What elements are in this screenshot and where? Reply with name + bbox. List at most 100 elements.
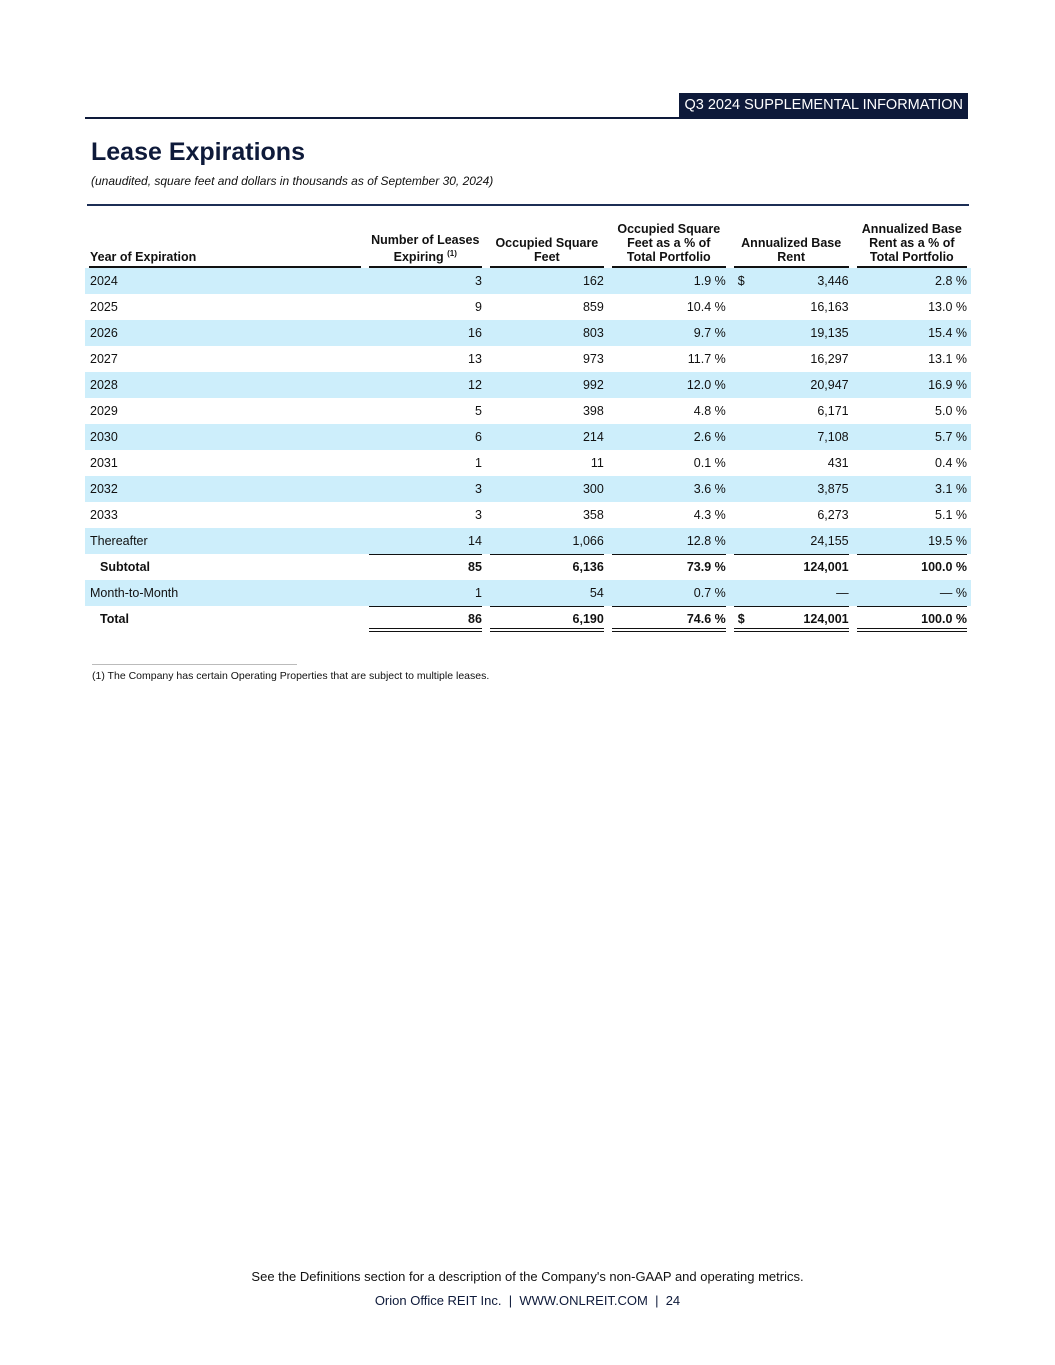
cell: 12.8 % [607,528,730,554]
cell: 1.9 % [607,268,730,294]
header-label: Occupied Square Feet as a % of Total Por… [617,222,721,264]
cell: 2025 [85,294,365,320]
cell-text: 6,136 [572,560,604,574]
cell: 16,297 [730,346,853,372]
cell-text: — [836,586,849,600]
footer-line: Orion Office REIT Inc. | WWW.ONLREIT.COM… [374,1293,681,1308]
cell-text: 2024 [90,274,118,288]
cell-text: 10.4 % [686,300,726,314]
header-row: Year of Expiration Number of Leases Expir… [85,222,971,268]
cell: 7,108 [729,424,853,450]
cell: 14 [364,528,486,554]
cell-text: 7,108 [817,430,849,444]
table-row: Thereafter 14 1,066 12.8 % 24,155 19.5 % [85,528,971,554]
table-row: Month-to-Month 1 54 0.7 % — — % [85,580,971,606]
banner: Q3 2024 SUPPLEMENTAL INFORMATION [679,93,968,118]
cell-text: 19,135 [810,326,849,340]
cell: 10.4 % [608,294,730,320]
cell: 11.7 % [608,346,730,372]
table-row: 2024 3 162 1.9 % $3,446 2.8 % [85,268,971,294]
cell: 12 [364,372,486,398]
cell-text: 100.0 % [921,612,967,626]
cell-text: 3.1 % [935,482,967,496]
cell: Total [85,606,365,632]
cell-text: 13.0 % [928,300,967,314]
currency: $ [737,274,745,288]
cell: 859 [486,294,608,320]
cell: 100.0 % [853,554,971,580]
cell-text: 1 [474,586,482,600]
cell: 11 [486,450,608,476]
cell: 16.9 % [852,372,971,398]
cell: 5.1 % [853,502,971,528]
cell-text: 5.7 % [935,430,967,444]
cell: 19,135 [729,320,853,346]
cell-text: 0.7 % [693,586,726,600]
cell-text: Subtotal [100,560,150,574]
cell-text: 4.3 % [693,508,726,522]
cell: 0.1 % [608,450,730,476]
cell-text: 2029 [90,404,118,418]
cell-text: 973 [582,352,604,366]
header-label: Occupied Square Feet [495,236,599,264]
cell: 2026 [85,320,365,346]
cell: 214 [485,424,608,450]
cell: 2033 [85,502,365,528]
cell-text: 2033 [90,508,118,522]
cell: 3.6 % [607,476,730,502]
cell-text: 1 [474,456,482,470]
website: WWW.ONLREIT.COM [519,1293,648,1308]
cell-text: 19.5 % [928,534,967,548]
cell: 2028 [85,372,365,398]
cell-text: 54 [589,586,604,600]
footnote-marker: (1) [447,248,457,258]
cell: 12.0 % [607,372,730,398]
cell-text: 5.0 % [935,404,967,418]
cell-text: 16 [468,326,482,340]
cell: Subtotal [85,554,365,580]
cell-text: Month-to-Month [90,586,179,600]
table-row: 2026 16 803 9.7 % 19,135 15.4 % [85,320,971,346]
footnote-rule [92,664,297,665]
cell: 2.8 % [852,268,971,294]
cell-text: — % [939,586,967,600]
cell-text: 1,066 [572,534,604,548]
header-label: Year of Expiration [90,250,197,264]
page-number: 24 [665,1293,681,1308]
footnote: (1) The Company has certain Operating Pr… [92,670,490,682]
cell-text: 2027 [90,352,118,366]
cell: — % [852,580,971,606]
cell-text: 3.6 % [693,482,726,496]
cell: 162 [485,268,608,294]
header-label: Annualized Base Rent as a % of Total Por… [861,222,962,264]
cell: 4.3 % [608,502,730,528]
cell: 803 [485,320,608,346]
cell-text: 358 [582,508,604,522]
cell-text: 2028 [90,378,118,392]
cell: 86 [365,606,486,632]
cell-text: 2.6 % [693,430,726,444]
cell-text: 9.7 % [693,326,726,340]
table-row: 2027 13 973 11.7 % 16,297 13.1 % [85,346,971,372]
cell: 19.5 % [852,528,971,554]
cell-text: 2025 [90,300,118,314]
table-row: Subtotal 85 6,136 73.9 % 124,001 100.0 % [85,554,971,580]
cell-text: 16,297 [810,352,849,366]
cell-text: 85 [468,560,482,574]
table-row: 2031 1 11 0.1 % 431 0.4 % [85,450,971,476]
cell: Month-to-Month [85,580,365,606]
cell-text: 16.9 % [928,378,967,392]
cell-text: 100.0 % [921,560,967,574]
cell: 2029 [85,398,365,424]
cell: 3,875 [729,476,853,502]
cell-text: 431 [827,456,849,470]
cell: 24,155 [729,528,853,554]
cell: 85 [365,554,486,580]
cell-text: 0.1 % [693,456,726,470]
cell-text: 13 [468,352,482,366]
column-header: Occupied Square Feet as a % of Total Por… [608,222,730,268]
cell: 992 [485,372,608,398]
cell-text: 12.8 % [686,534,726,548]
cell: 13.1 % [853,346,971,372]
